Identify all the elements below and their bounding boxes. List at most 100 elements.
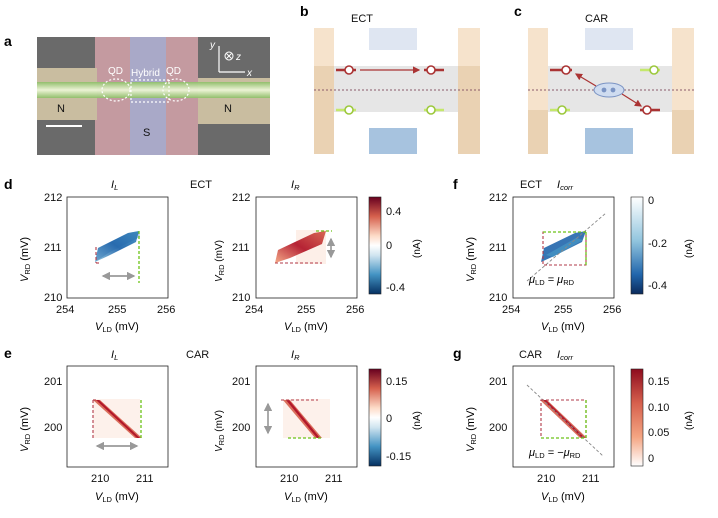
e-xtick-1: 211 (136, 473, 154, 485)
e-left-title: IL (111, 349, 118, 362)
g-cbar-tick-0: 0.15 (648, 376, 669, 388)
e-right-xlabel: VLD (mV) (284, 491, 328, 504)
f-ytick-2: 210 (489, 292, 507, 304)
e-right-ytick-0: 201 (232, 376, 250, 388)
e-cbar-unit: (nA) (412, 411, 423, 430)
f-title: Icorr (557, 179, 573, 192)
f-ytick-1: 211 (489, 242, 507, 254)
d-xlabel: VLD (mV) (95, 321, 139, 334)
e-colorbar (368, 368, 382, 467)
e-xlabel: VLD (mV) (95, 491, 139, 504)
d-cbar-tick-2: -0.4 (386, 282, 405, 294)
ect-schematic (314, 28, 480, 154)
panel-label-a: a (4, 33, 12, 49)
e-ylabel: VRD (mV) (19, 407, 32, 452)
e-ytick-1: 200 (44, 422, 62, 434)
d-right-xtick-0: 254 (245, 304, 263, 316)
d-left-title: IL (111, 179, 118, 192)
panel-label-f: f (453, 176, 458, 192)
d-xtick-1: 255 (108, 304, 126, 316)
d-right-xtick-1: 255 (297, 304, 315, 316)
d-right-ytick-0: 212 (232, 192, 250, 204)
d-right-title: IR (291, 179, 300, 192)
g-center-label: CAR (519, 349, 542, 361)
axes-triad (218, 46, 245, 73)
g-cbar-unit: (nA) (684, 411, 695, 430)
g-ytick-0: 201 (489, 376, 507, 388)
d-right-xtick-2: 256 (346, 304, 364, 316)
device-micrograph (37, 37, 270, 155)
panel-label-b: b (300, 3, 309, 19)
heatmap-f (512, 196, 615, 299)
axis-z-label: z (235, 52, 241, 63)
f-colorbar (630, 196, 644, 295)
label-qd-right: QD (166, 66, 181, 77)
heatmap-g (512, 365, 615, 468)
g-xlabel: VLD (mV) (541, 491, 585, 504)
label-n-left: N (57, 103, 65, 115)
d-colorbar (368, 196, 382, 295)
g-ylabel: VRD (mV) (465, 407, 478, 452)
e-ytick-0: 201 (44, 376, 62, 388)
f-cbar-tick-2: -0.4 (648, 280, 667, 292)
panel-label-c: c (514, 3, 522, 19)
e-xtick-0: 210 (91, 473, 109, 485)
d-ytick-1: 211 (44, 242, 62, 254)
heatmap-e-left (66, 365, 169, 468)
schematic-b-title: ECT (351, 13, 373, 25)
f-cbar-unit: (nA) (684, 239, 695, 258)
d-ytick-2: 210 (44, 292, 62, 304)
f-xlabel: VLD (mV) (541, 321, 585, 334)
g-title: Icorr (557, 349, 573, 362)
e-right-ytick-1: 200 (232, 422, 250, 434)
heatmap-d-left (66, 196, 169, 299)
f-cbar-tick-0: 0 (648, 195, 654, 207)
d-xtick-2: 256 (157, 304, 175, 316)
d-right-xlabel: VLD (mV) (284, 321, 328, 334)
e-cbar-tick-0: 0.15 (386, 376, 407, 388)
heatmap-e-right (255, 365, 358, 468)
car-schematic (528, 28, 694, 154)
heatmap-d-right (255, 196, 358, 299)
g-cbar-tick-3: 0 (648, 453, 654, 465)
label-n-right: N (224, 103, 232, 115)
e-right-xtick-1: 211 (325, 473, 343, 485)
g-xtick-1: 211 (582, 473, 600, 485)
d-cbar-tick-1: 0 (386, 240, 392, 252)
e-cbar-tick-2: -0.15 (386, 451, 411, 463)
panel-label-e: e (4, 345, 12, 361)
e-right-ylabel: VRD (mV) (214, 410, 226, 452)
label-qd-left: QD (108, 66, 123, 77)
e-right-title: IR (291, 349, 300, 362)
e-cbar-tick-1: 0 (386, 413, 392, 425)
d-cbar-unit: (nA) (412, 239, 423, 258)
panel-label-d: d (4, 176, 13, 192)
d-right-ytick-2: 210 (232, 292, 250, 304)
d-ylabel: VRD (mV) (19, 237, 32, 282)
d-right-ytick-1: 211 (232, 242, 250, 254)
e-center-label: CAR (186, 349, 209, 361)
label-s: S (143, 127, 150, 139)
g-cbar-tick-2: 0.05 (648, 427, 669, 439)
schematic-c-title: CAR (585, 13, 608, 25)
label-hybrid: Hybrid (131, 68, 160, 79)
d-ytick-0: 212 (44, 192, 62, 204)
d-right-ylabel: VRD (mV) (214, 240, 226, 282)
d-center-label: ECT (190, 179, 212, 191)
e-right-xtick-0: 210 (280, 473, 298, 485)
d-cbar-tick-0: 0.4 (386, 206, 401, 218)
g-ytick-1: 200 (489, 422, 507, 434)
f-ylabel: VRD (mV) (465, 237, 478, 282)
f-ytick-0: 212 (489, 192, 507, 204)
f-annotation: μLD = μRD (528, 274, 575, 287)
axis-x-label: x (246, 68, 253, 79)
f-center-label: ECT (520, 179, 542, 191)
f-cbar-tick-1: -0.2 (648, 238, 667, 250)
d-xtick-0: 254 (56, 304, 74, 316)
g-cbar-tick-1: 0.10 (648, 402, 669, 414)
g-annotation: μLD = −μRD (528, 447, 581, 460)
g-colorbar (630, 368, 644, 467)
panel-label-g: g (453, 345, 462, 361)
g-xtick-0: 210 (537, 473, 555, 485)
